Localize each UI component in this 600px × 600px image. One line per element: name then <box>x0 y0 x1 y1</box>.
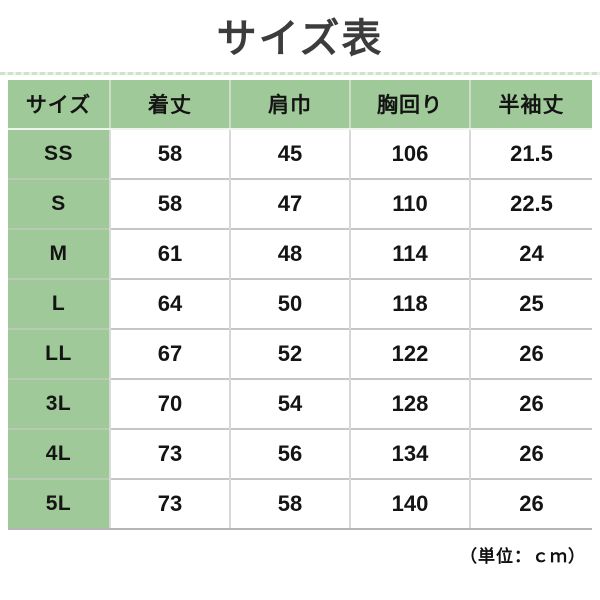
size-label: SS <box>8 128 110 179</box>
measurement-cell: 106 <box>349 128 470 179</box>
table-row: 5L 73 58 140 26 <box>8 478 592 530</box>
size-chart-table: サイズ 着丈 肩巾 胸回り 半袖丈 SS 58 45 106 21.5 S 58 47 110 22.5 M… <box>8 80 592 530</box>
measurement-cell: 47 <box>229 178 350 229</box>
column-header: 半袖丈 <box>469 80 592 130</box>
table-header-row: サイズ 着丈 肩巾 胸回り 半袖丈 <box>8 80 592 130</box>
table-row: S 58 47 110 22.5 <box>8 178 592 229</box>
table-row: 4L 73 56 134 26 <box>8 428 592 479</box>
measurement-cell: 26 <box>469 378 592 429</box>
measurement-cell: 58 <box>109 128 230 179</box>
table-row: SS 58 45 106 21.5 <box>8 128 592 179</box>
measurement-cell: 24 <box>469 228 592 279</box>
measurement-cell: 58 <box>229 478 350 530</box>
measurement-cell: 22.5 <box>469 178 592 229</box>
size-label: 5L <box>8 478 110 530</box>
table-row: LL 67 52 122 26 <box>8 328 592 379</box>
table-row: 3L 70 54 128 26 <box>8 378 592 429</box>
size-label: LL <box>8 328 110 379</box>
size-label: L <box>8 278 110 329</box>
measurement-cell: 45 <box>229 128 350 179</box>
unit-note: （単位：ｃｍ） <box>460 547 586 566</box>
measurement-cell: 140 <box>349 478 470 530</box>
measurement-cell: 122 <box>349 328 470 379</box>
measurement-cell: 67 <box>109 328 230 379</box>
measurement-cell: 50 <box>229 278 350 329</box>
measurement-cell: 64 <box>109 278 230 329</box>
measurement-cell: 73 <box>109 478 230 530</box>
column-header: 着丈 <box>109 80 230 130</box>
table-row: M 61 48 114 24 <box>8 228 592 279</box>
measurement-cell: 48 <box>229 228 350 279</box>
measurement-cell: 25 <box>469 278 592 329</box>
measurement-cell: 73 <box>109 428 230 479</box>
measurement-cell: 21.5 <box>469 128 592 179</box>
measurement-cell: 118 <box>349 278 470 329</box>
size-label: 3L <box>8 378 110 429</box>
measurement-cell: 56 <box>229 428 350 479</box>
measurement-cell: 110 <box>349 178 470 229</box>
measurement-cell: 26 <box>469 328 592 379</box>
measurement-cell: 26 <box>469 428 592 479</box>
measurement-cell: 70 <box>109 378 230 429</box>
size-label: M <box>8 228 110 279</box>
column-header: 肩巾 <box>229 80 350 130</box>
column-header: 胸回り <box>349 80 470 130</box>
measurement-cell: 54 <box>229 378 350 429</box>
measurement-cell: 26 <box>469 478 592 530</box>
column-header: サイズ <box>8 80 110 130</box>
measurement-cell: 52 <box>229 328 350 379</box>
measurement-cell: 61 <box>109 228 230 279</box>
measurement-cell: 58 <box>109 178 230 229</box>
decorative-top-rule <box>0 72 600 75</box>
size-label: S <box>8 178 110 229</box>
page-title: サイズ表 <box>216 17 384 61</box>
measurement-cell: 114 <box>349 228 470 279</box>
measurement-cell: 128 <box>349 378 470 429</box>
table-row: L 64 50 118 25 <box>8 278 592 329</box>
size-label: 4L <box>8 428 110 479</box>
measurement-cell: 134 <box>349 428 470 479</box>
